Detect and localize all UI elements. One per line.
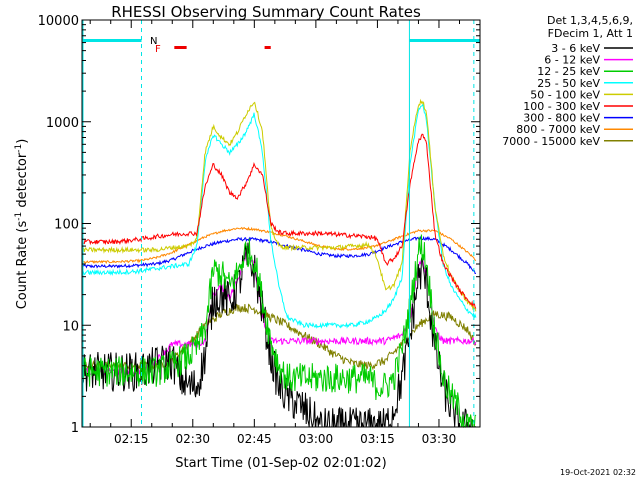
series-line-12-25-keV bbox=[81, 234, 477, 429]
flare-flag-bar-2 bbox=[264, 46, 271, 49]
legend-label-5: 50 - 100 keV bbox=[530, 88, 600, 101]
night-flag-bar-1 bbox=[82, 39, 142, 42]
y-tick-label-1: 1 bbox=[71, 421, 79, 436]
legend-label-2: 6 - 12 keV bbox=[544, 54, 600, 67]
x-tick-label-1: 02:15 bbox=[114, 432, 149, 446]
y-axis-label-mid: detector bbox=[15, 152, 30, 212]
legend-label-7: 300 - 800 keV bbox=[523, 112, 600, 125]
y-axis-label-end: ) bbox=[15, 139, 30, 144]
night-flag-bar-2 bbox=[409, 39, 480, 42]
legend-label-8: 800 - 7000 keV bbox=[516, 123, 600, 136]
x-tick-label-2: 02:30 bbox=[175, 432, 210, 446]
series-line-100-300-keV bbox=[81, 133, 477, 309]
legend-header-line-1: Det 1,3,4,5,6,9, bbox=[547, 14, 633, 27]
night-flag-label: N bbox=[150, 36, 157, 47]
series-line-25-50-keV bbox=[81, 102, 477, 329]
series-line-300-800-keV bbox=[81, 235, 476, 274]
x-tick-label-5: 03:15 bbox=[360, 432, 395, 446]
legend-label-3: 12 - 25 keV bbox=[537, 65, 600, 78]
x-axis-label: Start Time (01-Sep-02 02:01:02) bbox=[175, 456, 386, 471]
y-axis-label-exp2: -1 bbox=[14, 144, 24, 153]
timestamp: 19-Oct-2021 02:32 bbox=[560, 468, 636, 477]
legend-label-4: 25 - 50 keV bbox=[537, 77, 600, 90]
legend-header-line-2: FDecim 1, Att 1 bbox=[548, 27, 633, 40]
x-tick-label-3: 02:45 bbox=[237, 432, 272, 446]
x-tick-label-4: 03:00 bbox=[299, 432, 334, 446]
plot-area: NF bbox=[81, 20, 480, 429]
series-line-3-6-keV bbox=[81, 242, 477, 428]
y-tick-label-3: 100 bbox=[54, 218, 79, 233]
axes: 02:15 02:30 02:45 03:00 03:15 03:30 1 10 100 1000… bbox=[38, 14, 481, 446]
y-axis-label: Count Rate (s-1 detector-1) bbox=[14, 139, 30, 310]
chart-title: RHESSI Observing Summary Count Rates bbox=[111, 3, 421, 21]
x-tick-label-6: 03:30 bbox=[422, 432, 457, 446]
y-tick-label-5: 10000 bbox=[38, 14, 79, 29]
legend: Det 1,3,4,5,6,9, FDecim 1, Att 1 3 - 6 k… bbox=[502, 14, 633, 148]
legend-label-1: 3 - 6 keV bbox=[551, 42, 600, 55]
legend-label-6: 100 - 300 keV bbox=[523, 100, 600, 113]
y-axis-label-main: Count Rate (s bbox=[15, 221, 30, 310]
y-tick-label-4: 1000 bbox=[46, 116, 79, 131]
flare-flag-bar-1 bbox=[174, 46, 187, 49]
legend-label-9: 7000 - 15000 keV bbox=[502, 135, 600, 148]
series-line-50-100-keV bbox=[81, 98, 477, 312]
y-axis-label-exp1: -1 bbox=[14, 212, 24, 221]
flare-flag-label: F bbox=[155, 44, 161, 55]
y-tick-label-2: 10 bbox=[62, 319, 79, 334]
